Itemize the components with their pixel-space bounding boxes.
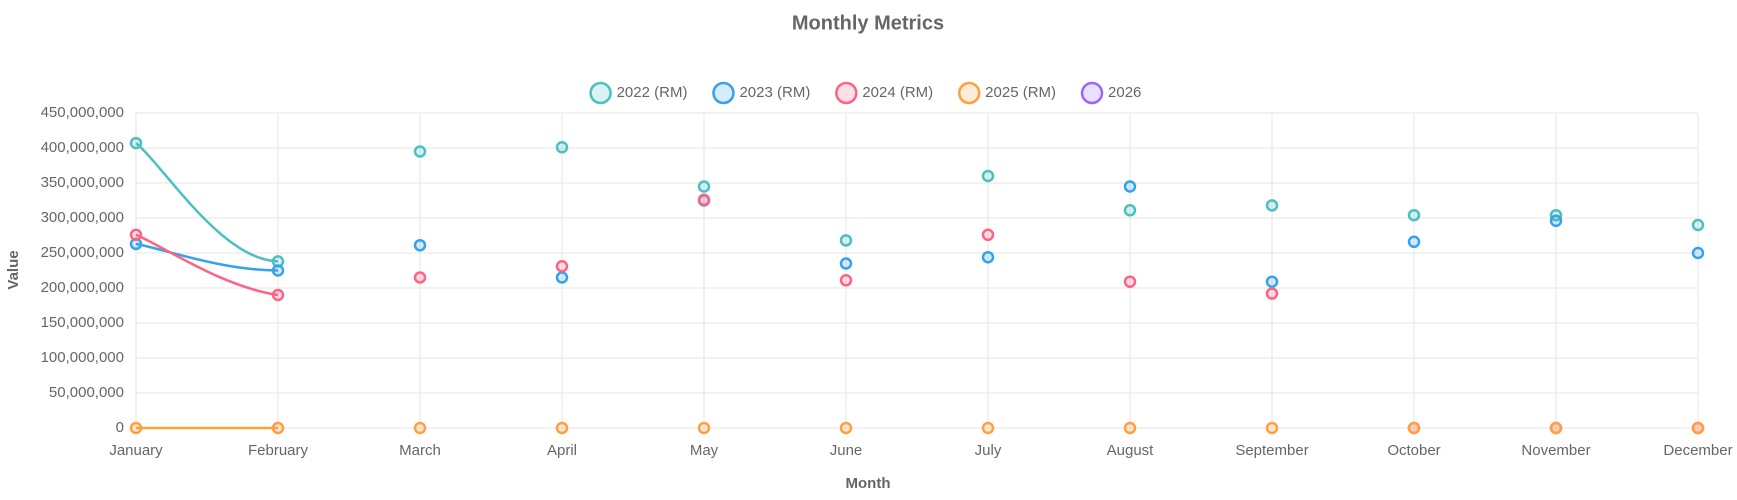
legend-swatch bbox=[835, 81, 858, 105]
point bbox=[697, 180, 711, 193]
legend-label: 2025 (RM) bbox=[985, 84, 1056, 101]
point bbox=[555, 141, 569, 154]
point bbox=[1691, 421, 1705, 435]
legend-label: 2023 (RM) bbox=[739, 84, 810, 101]
point bbox=[1549, 421, 1563, 435]
y-tick-label: 400,000,000 bbox=[41, 139, 124, 156]
point bbox=[1407, 235, 1421, 249]
point bbox=[1407, 208, 1421, 222]
y-axis-label: Value bbox=[5, 250, 22, 289]
line bbox=[135, 142, 279, 263]
point bbox=[1123, 204, 1137, 217]
point bbox=[1123, 180, 1137, 193]
x-tick-label: June bbox=[830, 442, 863, 459]
point bbox=[271, 288, 285, 302]
point bbox=[555, 271, 569, 284]
point bbox=[1123, 275, 1137, 288]
point bbox=[839, 421, 853, 435]
point bbox=[1407, 421, 1421, 435]
legend-label: 2026 bbox=[1108, 84, 1141, 101]
x-tick-label: May bbox=[690, 442, 719, 459]
point bbox=[1265, 199, 1279, 212]
legend-swatch bbox=[712, 81, 735, 105]
chart-title: Monthly Metrics bbox=[792, 12, 944, 34]
legend: 2022 (RM) 2023 (RM) 2024 (RM) 2025 (RM) 2026 bbox=[589, 81, 1141, 105]
point bbox=[981, 228, 995, 242]
y-tick-label: 100,000,000 bbox=[41, 349, 124, 366]
y-tick-label: 450,000,000 bbox=[41, 104, 124, 121]
point bbox=[413, 421, 427, 435]
point bbox=[1549, 214, 1563, 228]
point bbox=[129, 136, 143, 150]
x-tick-label: August bbox=[1107, 442, 1155, 459]
point bbox=[555, 421, 569, 435]
legend-swatch bbox=[957, 81, 981, 105]
legend-label: 2024 (RM) bbox=[862, 84, 933, 101]
point bbox=[1265, 275, 1279, 288]
point bbox=[981, 169, 995, 183]
point bbox=[271, 421, 285, 435]
point bbox=[129, 421, 143, 435]
y-tick-label: 300,000,000 bbox=[41, 209, 124, 226]
line bbox=[135, 233, 279, 297]
x-tick-label: March bbox=[399, 442, 441, 459]
point bbox=[129, 228, 143, 242]
x-tick-label: October bbox=[1387, 442, 1440, 459]
point bbox=[839, 274, 853, 287]
point bbox=[555, 260, 569, 273]
point bbox=[413, 271, 427, 284]
point bbox=[1123, 421, 1137, 435]
point bbox=[413, 239, 427, 252]
x-axis-label: Month bbox=[846, 475, 891, 492]
point bbox=[271, 264, 285, 277]
y-tick-label: 0 bbox=[116, 419, 124, 436]
y-tick-label: 250,000,000 bbox=[41, 244, 124, 261]
x-tick-label: December bbox=[1663, 442, 1732, 459]
point bbox=[1265, 287, 1279, 300]
point bbox=[1691, 218, 1705, 232]
x-tick-label: November bbox=[1521, 442, 1590, 459]
x-tick-label: February bbox=[248, 442, 309, 459]
point bbox=[981, 421, 995, 435]
point bbox=[697, 421, 711, 435]
y-tick-label: 350,000,000 bbox=[41, 174, 124, 191]
point bbox=[839, 234, 853, 247]
x-tick-label: September bbox=[1235, 442, 1308, 459]
point bbox=[697, 193, 711, 207]
y-tick-label: 200,000,000 bbox=[41, 279, 124, 296]
point bbox=[839, 257, 853, 270]
point bbox=[981, 250, 995, 264]
x-tick-label: January bbox=[109, 442, 163, 459]
x-tick-label: July bbox=[975, 442, 1002, 459]
y-tick-label: 150,000,000 bbox=[41, 314, 124, 331]
y-tick-label: 50,000,000 bbox=[49, 384, 124, 401]
legend-swatch bbox=[589, 81, 612, 105]
legend-label: 2022 (RM) bbox=[617, 84, 688, 101]
x-tick-label: April bbox=[547, 442, 577, 459]
point bbox=[413, 145, 427, 158]
legend-swatch bbox=[1080, 81, 1104, 105]
point bbox=[1691, 246, 1705, 260]
line bbox=[135, 242, 279, 272]
point bbox=[1265, 421, 1279, 435]
